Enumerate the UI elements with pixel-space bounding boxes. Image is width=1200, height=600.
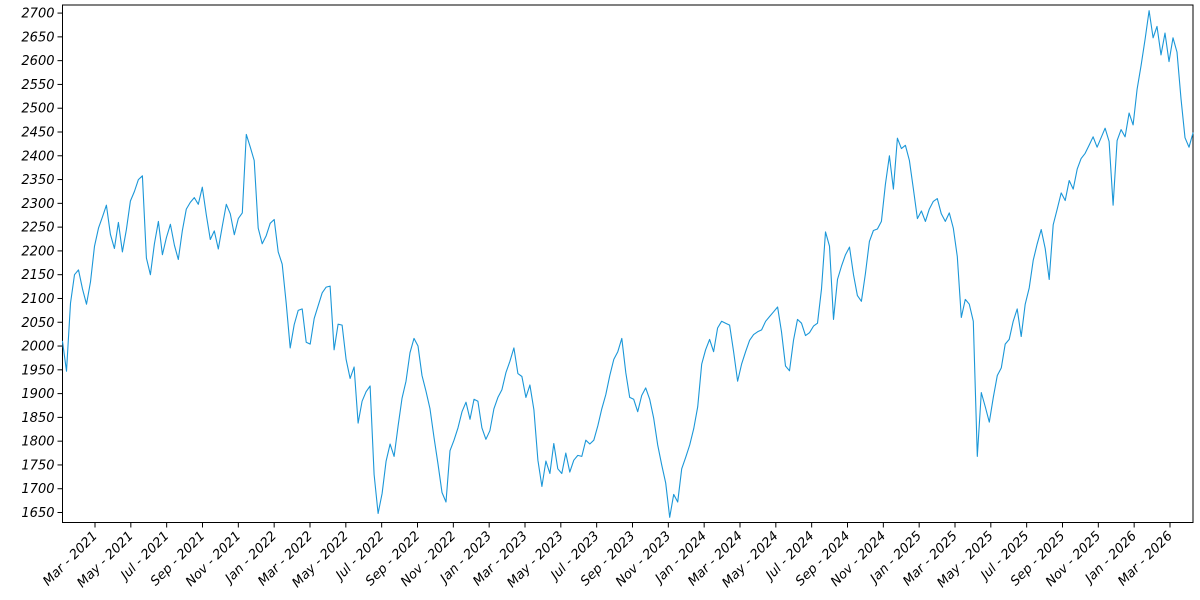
y-tick-label: 2200	[21, 244, 54, 259]
y-tick-label: 1700	[21, 482, 54, 497]
y-tick-label: 2350	[21, 173, 54, 188]
y-tick-label: 2300	[21, 197, 54, 212]
y-tick-label: 2650	[21, 30, 54, 45]
y-tick-label: 2150	[21, 268, 54, 283]
y-tick-label: 2700	[21, 7, 54, 22]
y-tick-label: 2100	[21, 292, 54, 307]
y-tick-label: 1750	[21, 458, 54, 473]
y-tick-label: 2400	[21, 149, 54, 164]
y-tick-label: 2000	[21, 340, 54, 355]
y-tick-label: 1950	[21, 363, 54, 378]
y-tick-label: 2050	[21, 316, 54, 331]
y-tick-label: 1650	[21, 506, 54, 521]
plot-border	[62, 4, 1194, 523]
y-tick-label: 2500	[21, 102, 54, 117]
y-tick-label: 1850	[21, 411, 54, 426]
y-tick-label: 1800	[21, 435, 54, 450]
y-tick-label: 2550	[21, 78, 54, 93]
y-tick-label: 2450	[21, 125, 54, 140]
y-tick-label: 1900	[21, 387, 54, 402]
y-tick-label: 2250	[21, 221, 54, 236]
price-line	[61, 10, 1194, 518]
y-tick-label: 2600	[21, 54, 54, 69]
